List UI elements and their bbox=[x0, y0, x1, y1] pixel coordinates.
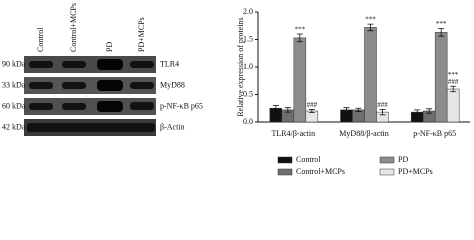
x-tick-label: MyD88/β-actin bbox=[339, 129, 388, 138]
blot-strip bbox=[24, 77, 156, 94]
legend-label: Control+MCPs bbox=[296, 167, 345, 176]
blot-strip bbox=[24, 56, 156, 73]
error-bar bbox=[414, 109, 421, 115]
legend-label: Control bbox=[296, 155, 321, 164]
band bbox=[97, 59, 123, 70]
protein-label: MyD88 bbox=[160, 80, 185, 89]
lane-label: Control+MCPs bbox=[69, 3, 78, 52]
significance-label: *** bbox=[365, 16, 376, 24]
y-tick-label: 1.5 bbox=[243, 34, 253, 43]
size-label: 60 kDa bbox=[2, 101, 26, 110]
band bbox=[62, 82, 86, 89]
band bbox=[97, 80, 123, 91]
blot-strip bbox=[24, 98, 156, 115]
y-tick-label: 0.0 bbox=[243, 117, 253, 126]
legend-swatch bbox=[379, 156, 395, 164]
significance-label: ### bbox=[448, 78, 459, 86]
significance-label: ### bbox=[377, 101, 388, 109]
size-label: 33 kDa bbox=[2, 80, 26, 89]
band bbox=[29, 61, 53, 68]
legend-swatch bbox=[379, 168, 395, 176]
protein-label: β-Actin bbox=[160, 122, 185, 131]
band bbox=[97, 101, 123, 112]
error-bar bbox=[343, 107, 350, 113]
error-bar bbox=[272, 105, 279, 112]
band bbox=[130, 82, 154, 89]
legend-label: PD bbox=[398, 155, 408, 164]
legend-swatch bbox=[277, 156, 293, 164]
error-bar bbox=[450, 85, 457, 93]
size-label: 42 kDa bbox=[2, 122, 26, 131]
band bbox=[62, 103, 86, 110]
figure: Control Control+MCPs PD PD+MCPs 90 kDa TLR4 33… bbox=[2, 3, 470, 176]
x-tick-label: TLR4/β-actin bbox=[272, 129, 316, 138]
error-bar bbox=[308, 108, 315, 114]
bar bbox=[446, 88, 460, 123]
y-tick-label: 2.0 bbox=[243, 7, 253, 16]
error-bar bbox=[367, 23, 374, 32]
y-tick-label: 1.0 bbox=[243, 62, 253, 71]
error-bar bbox=[284, 107, 291, 113]
significance-label: *** bbox=[448, 71, 459, 79]
band bbox=[62, 61, 86, 68]
lane-label: PD+MCPs bbox=[137, 17, 146, 52]
error-bar bbox=[355, 107, 362, 112]
x-tick-label: p-NF-κB p65 bbox=[413, 129, 456, 138]
band bbox=[130, 102, 154, 110]
protein-label: TLR4 bbox=[160, 59, 179, 68]
protein-label: p-NF-κB p65 bbox=[160, 101, 203, 110]
blot bbox=[24, 56, 156, 136]
legend-label: PD+MCPs bbox=[398, 167, 433, 176]
error-bar bbox=[438, 28, 445, 37]
y-axis-label: Relative expression of proteins bbox=[236, 17, 245, 116]
bar bbox=[293, 37, 307, 123]
band bbox=[29, 103, 53, 110]
bar bbox=[434, 32, 448, 123]
bar bbox=[364, 27, 377, 123]
significance-label: ### bbox=[307, 101, 318, 109]
band bbox=[29, 82, 53, 89]
error-bar bbox=[426, 108, 433, 114]
band bbox=[130, 61, 154, 68]
y-tick-label: 0.5 bbox=[243, 89, 253, 98]
error-bar bbox=[379, 108, 386, 116]
lane-label: Control bbox=[36, 27, 45, 52]
legend-swatch bbox=[277, 168, 293, 176]
lane-label: PD bbox=[105, 42, 114, 52]
significance-label: *** bbox=[295, 26, 306, 34]
size-label: 90 kDa bbox=[2, 59, 26, 68]
error-bar bbox=[296, 33, 303, 43]
significance-label: *** bbox=[436, 20, 447, 28]
band bbox=[27, 123, 155, 132]
